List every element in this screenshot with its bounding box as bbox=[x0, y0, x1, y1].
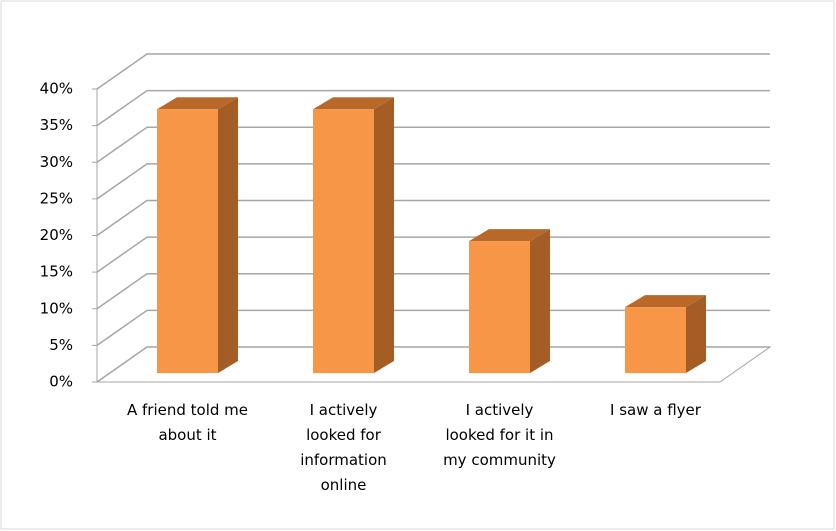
y-tick-label: 30% bbox=[40, 153, 73, 171]
bar bbox=[469, 229, 550, 373]
bar-side bbox=[530, 229, 550, 373]
bar-front bbox=[313, 109, 374, 374]
x-tick-label: I actively looked for it in my community bbox=[443, 401, 556, 469]
grid-line bbox=[96, 163, 770, 200]
y-tick-label: 35% bbox=[40, 116, 73, 134]
bar-front bbox=[157, 109, 218, 374]
grid-line bbox=[96, 126, 770, 163]
bar bbox=[157, 97, 238, 374]
bar-side bbox=[218, 97, 238, 374]
bar bbox=[625, 295, 706, 373]
x-tick-label: I actively looked for information online bbox=[300, 401, 387, 494]
grid-line bbox=[96, 236, 770, 273]
grid-line bbox=[96, 273, 770, 310]
y-tick-label: 20% bbox=[40, 226, 73, 244]
bar-side bbox=[374, 97, 394, 374]
y-tick-label: 15% bbox=[40, 263, 73, 281]
grid-line bbox=[96, 89, 770, 127]
bar bbox=[313, 97, 394, 374]
y-tick-label: 25% bbox=[40, 189, 73, 207]
grid-line bbox=[96, 346, 770, 383]
bar-side bbox=[686, 295, 706, 373]
y-tick-label: 5% bbox=[49, 336, 73, 354]
x-tick-label: I saw a flyer bbox=[610, 401, 701, 419]
bar-top bbox=[157, 97, 238, 110]
y-tick-label: 40% bbox=[40, 80, 73, 98]
grid-line bbox=[96, 309, 770, 346]
grid-line bbox=[96, 199, 770, 237]
bar-top bbox=[469, 229, 550, 242]
grid-line bbox=[96, 53, 770, 90]
bar-front bbox=[469, 241, 530, 373]
y-tick-label: 0% bbox=[49, 373, 73, 391]
bar-top bbox=[313, 97, 394, 110]
x-tick-label: A friend told me about it bbox=[126, 401, 249, 444]
y-tick-label: 10% bbox=[40, 299, 73, 317]
bar-front bbox=[625, 307, 686, 373]
bar-top bbox=[625, 295, 706, 308]
